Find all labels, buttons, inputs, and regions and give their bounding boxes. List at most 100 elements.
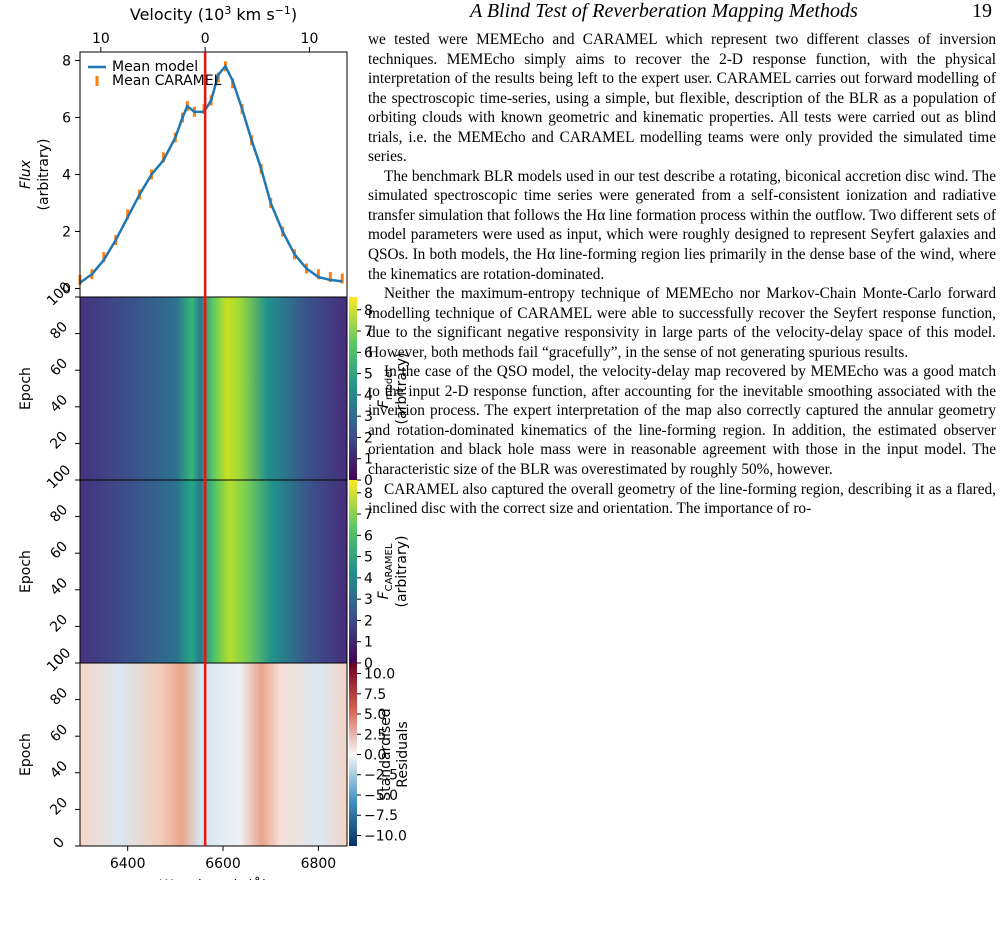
colorbar-tick-label: 5.0 <box>364 707 386 723</box>
label-part: Residuals <box>395 721 411 787</box>
y-tick-label: 60 <box>47 355 71 379</box>
colorbar-tick-label: 1 <box>364 452 373 468</box>
colorbar-tick-label: −10.0 <box>364 828 407 844</box>
colorbar-tick-label: −2.5 <box>364 768 398 784</box>
colorbar-tick-label: 8 <box>364 303 373 319</box>
label-part: F <box>376 590 392 599</box>
panel-frame <box>79 662 348 847</box>
y-tick-label: 6 <box>62 111 71 127</box>
paragraph: we tested were MEMEcho and CARAMEL which… <box>368 31 996 166</box>
x-tick-label: 6400 <box>110 856 146 872</box>
y-axis-label: Epoch <box>18 733 34 776</box>
y-tick-label: 20 <box>47 429 71 453</box>
model-line <box>79 63 343 284</box>
colorbar-tick-label: 8 <box>364 486 373 502</box>
colorbar-tick-label: 1 <box>364 635 373 651</box>
caramel-point <box>102 252 106 263</box>
label-part: F <box>376 399 392 408</box>
velocity-axis-label: Velocity (103 km s−1) <box>130 4 297 24</box>
colorbar-tick-label: 0 <box>364 473 373 489</box>
colorbar-tick-label: 2.5 <box>364 727 386 743</box>
paragraph: The benchmark BLR models used in our tes… <box>368 167 996 283</box>
y-tick-label: 20 <box>47 612 71 636</box>
x-axis-label: Wavelength (Å) <box>159 877 267 880</box>
y-tick-label: 40 <box>47 758 71 782</box>
legend-label: Mean model <box>112 59 198 75</box>
y-tick-label: 40 <box>47 575 71 599</box>
label-part: Flux <box>18 159 34 189</box>
colorbar-tick-label: 7.5 <box>364 687 386 703</box>
paragraph: In the case of the QSO model, the veloci… <box>368 363 996 479</box>
heatmap <box>80 480 347 663</box>
colorbar-tick-label: 3 <box>364 592 373 608</box>
x-tick-label: 6600 <box>205 856 241 872</box>
y-tick-label: 80 <box>47 319 71 343</box>
caramel-point <box>126 209 130 220</box>
label-part: Velocity (10 <box>130 5 224 24</box>
y-tick-label: 0 <box>62 281 71 297</box>
y-tick-label: 40 <box>47 392 71 416</box>
legend-label: Mean CARAMEL <box>112 73 222 89</box>
caramel-point <box>340 273 344 284</box>
colorbar-label: StandardisedResiduals <box>378 708 411 800</box>
running-header: A Blind Test of Reverberation Mapping Me… <box>470 0 1000 23</box>
colorbar-tick-label: 2 <box>364 430 373 446</box>
caramel-point <box>161 152 165 163</box>
colorbar-tick-label: 6 <box>364 528 373 544</box>
label-part: Standardised <box>378 708 394 800</box>
legend-swatch <box>95 76 99 86</box>
x-tick-label: 10 <box>92 31 110 47</box>
y-tick-label: 100 <box>44 462 74 492</box>
y-tick-label: 100 <box>44 645 74 675</box>
label-part: (arbitrary) <box>36 139 52 211</box>
y-axis-label: Flux (arbitrary) <box>18 139 52 211</box>
colorbar-tick-label: 0.0 <box>364 748 386 764</box>
y-tick-label: 60 <box>47 538 71 562</box>
colorbar-tick-label: 7 <box>364 324 373 340</box>
caramel-point <box>316 269 320 280</box>
heatmap <box>80 663 347 846</box>
x-tick-label: 6800 <box>301 856 337 872</box>
colorbar <box>349 480 357 663</box>
x-tick-label: 0 <box>201 31 210 47</box>
colorbar-tick-label: 2 <box>364 613 373 629</box>
colorbar-tick-label: −7.5 <box>364 808 398 824</box>
y-axis-label: Epoch <box>18 367 34 410</box>
colorbar-tick-label: 5 <box>364 550 373 566</box>
y-tick-label: 80 <box>47 502 71 526</box>
label-part: −1 <box>275 4 291 17</box>
y-tick-label: 80 <box>47 685 71 709</box>
colorbar-tick-label: 10.0 <box>364 667 395 683</box>
colorbar-label: Fmodel(arbitrary) <box>376 353 410 425</box>
y-tick-label: 2 <box>62 224 71 240</box>
colorbar-tick-label: 4 <box>364 388 373 404</box>
y-tick-label: 4 <box>62 168 71 184</box>
label-part: model <box>384 369 395 400</box>
y-tick-label: 0 <box>50 834 68 852</box>
running-title: A Blind Test of Reverberation Mapping Me… <box>470 0 858 22</box>
label-part: CARAMEL <box>384 543 395 591</box>
x-tick-label: 10 <box>301 31 319 47</box>
colorbar-tick-label: 7 <box>364 507 373 523</box>
y-tick-label: 60 <box>47 721 71 745</box>
colorbar <box>349 663 357 846</box>
colorbar <box>349 297 357 480</box>
colorbar-tick-label: 5 <box>364 367 373 383</box>
y-axis-label: Epoch <box>18 550 34 593</box>
colorbar-tick-label: 6 <box>364 345 373 361</box>
label-part: (arbitrary) <box>394 536 410 608</box>
colorbar-tick-label: 3 <box>364 409 373 425</box>
y-tick-label: 20 <box>47 795 71 819</box>
heatmap <box>80 297 347 480</box>
caramel-point <box>328 272 332 283</box>
label-part: ) <box>291 5 297 24</box>
colorbar-tick-label: 0 <box>364 656 373 672</box>
label-part: (arbitrary) <box>394 353 410 425</box>
page-number: 19 <box>972 0 992 22</box>
label-part: 3 <box>224 4 231 17</box>
text-column: we tested were MEMEcho and CARAMEL which… <box>368 30 996 519</box>
paragraph: Neither the maximum-entropy technique of… <box>368 285 996 361</box>
paragraph: CARAMEL also captured the overall geomet… <box>368 480 996 518</box>
